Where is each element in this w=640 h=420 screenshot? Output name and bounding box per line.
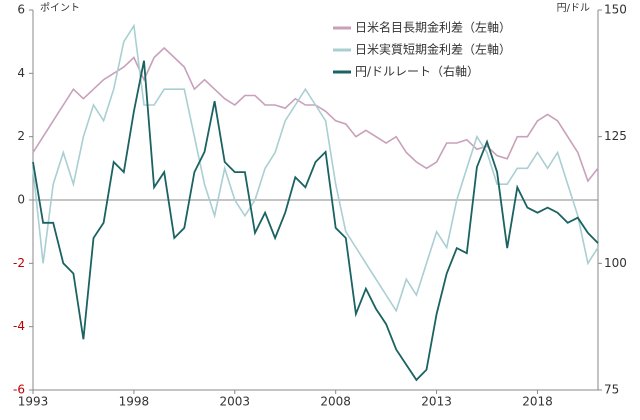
y-tick-label: -4 bbox=[13, 319, 25, 333]
y-tick-label: 4 bbox=[17, 66, 25, 80]
y-tick-label: 0 bbox=[17, 193, 25, 207]
x-tick-label: 1998 bbox=[119, 395, 150, 409]
x-tick-label: 2008 bbox=[320, 395, 351, 409]
y-axis-label: ポイント bbox=[40, 2, 80, 14]
y2-tick-label: 100 bbox=[604, 256, 627, 270]
y2-tick-label: 150 bbox=[604, 3, 627, 17]
y2-axis-label: 円/ドル bbox=[557, 3, 590, 14]
x-tick-label: 2018 bbox=[522, 395, 553, 409]
y-tick-label: 6 bbox=[17, 3, 25, 17]
series-line bbox=[32, 60, 599, 382]
x-tick-label: 2003 bbox=[220, 395, 251, 409]
x-tick-label: 1993 bbox=[18, 395, 49, 409]
y2-tick-label: 75 bbox=[604, 383, 619, 397]
y-tick-label: -6 bbox=[13, 383, 25, 397]
legend-label: 日米名目長期金利差（左軸） bbox=[355, 20, 511, 35]
x-tick-label: 2013 bbox=[421, 395, 452, 409]
y-tick-label: 2 bbox=[17, 129, 25, 143]
legend-label: 日米実質短期金利差（左軸） bbox=[355, 42, 511, 57]
y-tick-label: -2 bbox=[13, 256, 25, 270]
y2-tick-label: 125 bbox=[604, 129, 627, 143]
legend-label: 円/ドルレート（右軸） bbox=[355, 64, 479, 79]
series-line bbox=[32, 23, 599, 313]
